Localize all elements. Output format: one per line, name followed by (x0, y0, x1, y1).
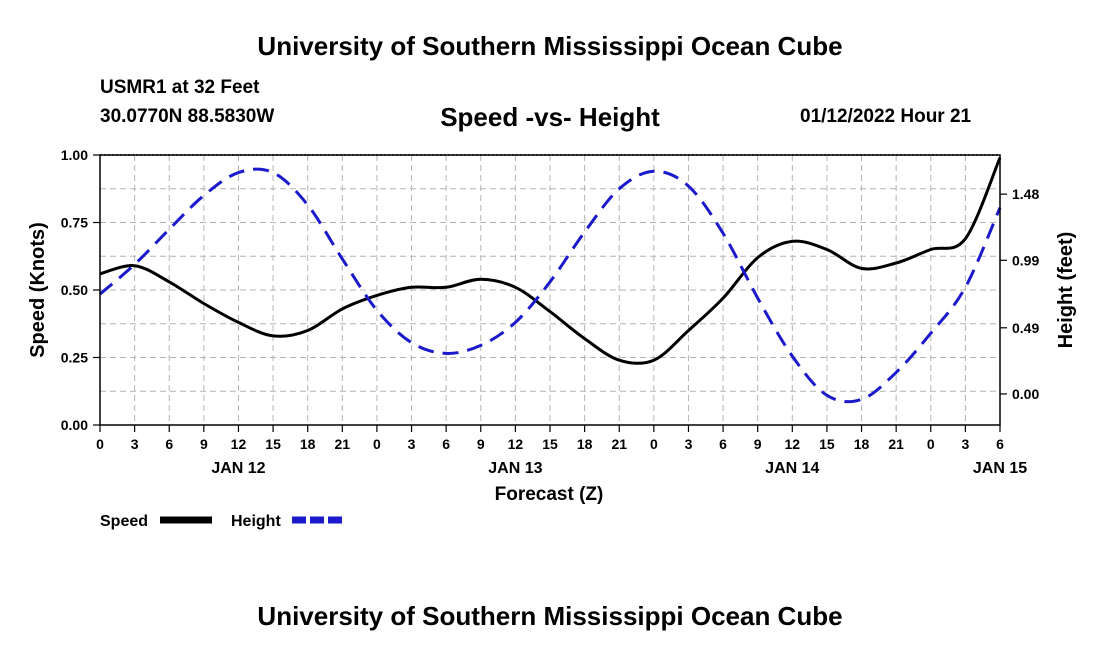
x-tick-label: 12 (785, 436, 801, 452)
x-tick-label: 18 (577, 436, 593, 452)
x-tick-label: 3 (131, 436, 139, 452)
forecast-datetime: 01/12/2022 Hour 21 (800, 106, 972, 127)
x-tick-label: 3 (685, 436, 693, 452)
x-tick-label: 6 (165, 436, 173, 452)
x-tick-label: 6 (442, 436, 450, 452)
y2-tick-label: 0.00 (1012, 386, 1039, 402)
x-tick-label: 21 (611, 436, 627, 452)
series-line-height (99, 167, 1002, 404)
x-tick-label: 15 (265, 436, 281, 452)
station-label: USMR1 at 32 Feet (100, 77, 260, 98)
y-axis-label: Speed (Knots) (27, 222, 49, 358)
x-axis-label: Forecast (Z) (495, 484, 604, 505)
x-tick-label: 0 (96, 436, 104, 452)
date-label: JAN 12 (211, 460, 265, 477)
y2-tick-label: 0.99 (1012, 252, 1039, 268)
y-tick-label: 0.00 (61, 417, 88, 433)
x-tick-label: 9 (200, 436, 208, 452)
x-tick-label: 0 (650, 436, 658, 452)
y-tick-label: 0.75 (61, 215, 88, 231)
x-tick-label: 0 (373, 436, 381, 452)
x-tick-label: 3 (961, 436, 969, 452)
axes: 0 3 6 9 12 15 18 21 0 3 6 9 12 15 18 21 0 3 6 9 12 15 18 21 0 3 6 J… (61, 147, 1040, 477)
x-tick-label: 21 (335, 436, 351, 452)
y-tick-label: 0.25 (61, 350, 88, 366)
y2-axis-label: Height (feet) (1055, 232, 1077, 349)
series (99, 157, 1002, 404)
footer-title: University of Southern Mississippi Ocean… (257, 601, 843, 631)
x-tick-label: 18 (854, 436, 870, 452)
x-tick-label: 12 (231, 436, 247, 452)
x-tick-label: 15 (542, 436, 558, 452)
x-tick-label: 6 (719, 436, 727, 452)
x-tick-label: 18 (300, 436, 316, 452)
grid (100, 155, 1000, 425)
y2-tick-label: 1.48 (1012, 186, 1039, 202)
station-coordinates: 30.0770N 88.5830W (100, 106, 275, 127)
x-tick-label: 9 (477, 436, 485, 452)
chart-subtitle: Speed -vs- Height (440, 102, 660, 132)
date-label: JAN 14 (765, 460, 819, 477)
x-tick-label: 15 (819, 436, 835, 452)
x-tick-label: 21 (888, 436, 904, 452)
x-tick-label: 9 (754, 436, 762, 452)
y-tick-label: 1.00 (61, 147, 88, 163)
y-tick-label: 0.50 (61, 282, 88, 298)
chart-title: University of Southern Mississippi Ocean… (257, 31, 843, 61)
date-label: JAN 13 (488, 460, 542, 477)
series-line-speed (99, 157, 1002, 365)
legend: Speed Height (100, 513, 343, 530)
x-tick-label: 12 (508, 436, 524, 452)
x-tick-label: 0 (927, 436, 935, 452)
date-label: JAN 15 (973, 460, 1027, 477)
legend-label-speed: Speed (100, 513, 148, 530)
legend-label-height: Height (231, 513, 281, 530)
x-tick-label: 3 (408, 436, 416, 452)
y2-tick-label: 0.49 (1012, 320, 1039, 336)
x-tick-label: 6 (996, 436, 1004, 452)
